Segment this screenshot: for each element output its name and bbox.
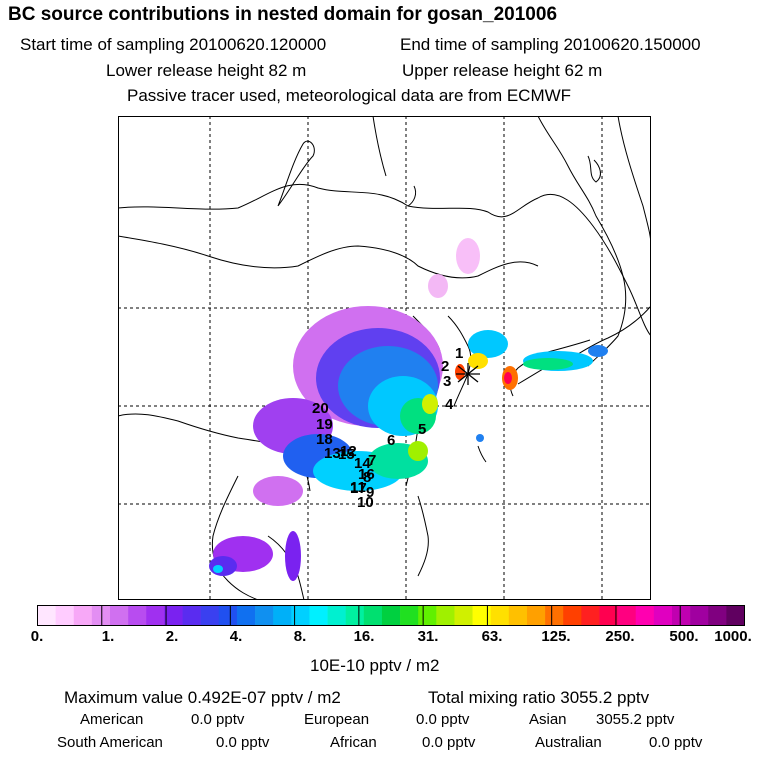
colorbar-cell xyxy=(671,605,691,626)
marker-19: 19 xyxy=(316,416,333,433)
marker-17: 17 xyxy=(350,480,367,497)
colorbar-cell xyxy=(454,605,473,626)
colorbar-cell xyxy=(110,605,129,626)
marker-8: 8 xyxy=(363,469,371,486)
colorbar-cell xyxy=(563,605,582,626)
colorbar-label-2: 2. xyxy=(165,628,179,645)
marker-14: 14 xyxy=(354,455,371,472)
marker-5: 5 xyxy=(418,421,426,438)
start-time: Start time of sampling 20100620.120000 xyxy=(20,35,327,54)
colorbar-label-9: 250. xyxy=(605,628,635,645)
marker-1: 1 xyxy=(455,345,463,362)
marker-6: 6 xyxy=(387,432,395,449)
colorbar-cell xyxy=(128,605,147,626)
american-label: American xyxy=(80,711,144,728)
colorbar-cell xyxy=(73,605,93,626)
marker-9: 9 xyxy=(366,484,374,501)
receptor-marker xyxy=(456,363,480,385)
colorbar-label-11: 1000. xyxy=(714,628,752,645)
end-time: End time of sampling 20100620.150000 xyxy=(400,35,701,54)
australian-label: Australian xyxy=(535,734,602,751)
colorbar-cell xyxy=(581,605,600,626)
marker-16: 16 xyxy=(358,466,375,483)
colorbar-label-4: 8. xyxy=(293,628,307,645)
colorbar-cell xyxy=(255,605,274,626)
asian-value: 3055.2 pptv xyxy=(596,711,675,728)
colorbar-cell xyxy=(653,605,673,626)
marker-15: 15 xyxy=(338,446,355,463)
marker-20: 20 xyxy=(312,400,329,417)
colorbar-cell xyxy=(309,605,328,626)
colorbar-label-7: 63. xyxy=(481,628,503,645)
colorbar-unit: 10E-10 pptv / m2 xyxy=(310,656,440,675)
colorbar-cell xyxy=(37,605,56,626)
colorbar-cell xyxy=(436,605,455,626)
marker-11: 11 xyxy=(350,479,366,496)
south-american-label: South American xyxy=(57,734,163,751)
colorbar-cell xyxy=(490,605,510,626)
colorbar-label-8: 125. xyxy=(541,628,571,645)
colorbar-label-10: 500. xyxy=(669,628,699,645)
south-american-value: 0.0 pptv xyxy=(216,734,270,751)
marker-13: 13 xyxy=(324,445,341,462)
colorbar-cell xyxy=(617,605,637,626)
colorbar-cell xyxy=(91,605,111,626)
map-panel: 1 2 3 4 5 6 7 8 9 10 11 12 13 14 15 16 1… xyxy=(118,116,651,600)
marker-18: 18 xyxy=(316,431,333,448)
colorbar-label-6: 31. xyxy=(417,628,439,645)
colorbar-cell xyxy=(635,605,655,626)
african-label: African xyxy=(330,734,377,751)
colorbar-label-5: 16. xyxy=(353,628,375,645)
colorbar-cell xyxy=(273,605,292,626)
colorbar-label-3: 4. xyxy=(229,628,243,645)
colorbar-cell xyxy=(472,605,492,626)
marker-7: 7 xyxy=(368,452,376,469)
colorbar-cell xyxy=(363,605,383,626)
total-mixing-ratio: Total mixing ratio 3055.2 pptv xyxy=(428,688,650,707)
colorbar-cell xyxy=(599,605,618,626)
marker-10: 10 xyxy=(357,494,374,511)
colorbar-cell xyxy=(182,605,201,626)
colorbar-cell xyxy=(200,605,220,626)
colorbar-cell xyxy=(400,605,419,626)
marker-3: 3 xyxy=(443,373,451,390)
african-value: 0.0 pptv xyxy=(422,734,476,751)
colorbar-cell xyxy=(381,605,401,626)
colorbar-cell xyxy=(218,605,238,626)
colorbar-cell xyxy=(545,605,564,626)
colorbar-cell xyxy=(726,605,745,626)
colorbar-cell xyxy=(291,605,310,626)
colorbar-cell xyxy=(418,605,437,626)
european-label: European xyxy=(304,711,370,728)
upper-release-height: Upper release height 62 m xyxy=(402,61,603,80)
colorbar-cell xyxy=(164,605,183,626)
marker-4: 4 xyxy=(445,396,454,413)
colorbar-cell xyxy=(690,605,709,626)
plot-title: BC source contributions in nested domain… xyxy=(8,4,558,25)
concentration-plume xyxy=(209,238,608,581)
asian-label: Asian xyxy=(529,711,567,728)
colorbar-cell xyxy=(708,605,727,626)
colorbar-cell xyxy=(327,605,346,626)
colorbar-cell xyxy=(526,605,546,626)
colorbar-label-1: 1. xyxy=(101,628,115,645)
marker-12: 12 xyxy=(340,443,357,460)
colorbar-cell xyxy=(236,605,256,626)
european-value: 0.0 pptv xyxy=(416,711,470,728)
max-value: Maximum value 0.492E-07 pptv / m2 xyxy=(64,688,341,707)
australian-value: 0.0 pptv xyxy=(649,734,703,751)
american-value: 0.0 pptv xyxy=(191,711,245,728)
colorbar-cell xyxy=(345,605,365,626)
colorbar-label-0: 0. xyxy=(30,628,44,645)
colorbar-cell xyxy=(146,605,165,626)
tracer-note: Passive tracer used, meteorological data… xyxy=(127,86,572,105)
lower-release-height: Lower release height 82 m xyxy=(106,61,307,80)
colorbar xyxy=(37,605,745,626)
colorbar-cell xyxy=(55,605,75,626)
colorbar-cell xyxy=(508,605,528,626)
marker-2: 2 xyxy=(441,358,449,375)
